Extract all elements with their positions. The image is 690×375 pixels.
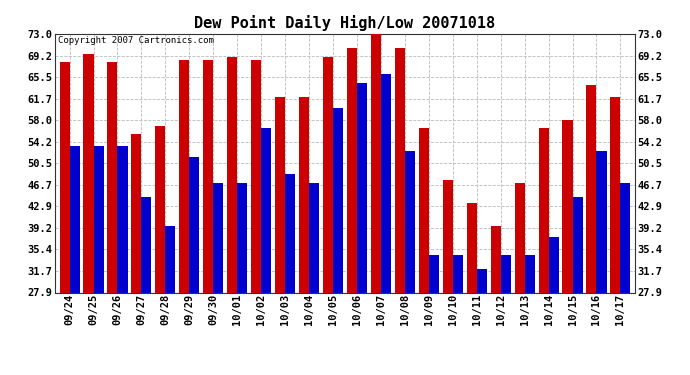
Bar: [524, 255, 535, 292]
Bar: [59, 62, 70, 292]
Bar: [179, 60, 189, 292]
Bar: [453, 255, 463, 292]
Bar: [237, 183, 247, 292]
Bar: [189, 157, 199, 292]
Bar: [83, 54, 94, 292]
Bar: [357, 82, 367, 292]
Bar: [275, 97, 285, 292]
Bar: [515, 183, 524, 292]
Bar: [70, 146, 79, 292]
Bar: [131, 134, 141, 292]
Bar: [323, 57, 333, 292]
Bar: [586, 86, 596, 292]
Bar: [299, 97, 309, 292]
Bar: [428, 255, 439, 292]
Bar: [141, 197, 152, 292]
Bar: [395, 48, 405, 292]
Bar: [466, 203, 477, 292]
Bar: [538, 128, 549, 292]
Bar: [166, 226, 175, 292]
Bar: [155, 126, 166, 292]
Bar: [227, 57, 237, 292]
Bar: [620, 183, 631, 292]
Bar: [94, 146, 104, 292]
Title: Dew Point Daily High/Low 20071018: Dew Point Daily High/Low 20071018: [195, 15, 495, 31]
Bar: [347, 48, 357, 292]
Bar: [262, 128, 271, 292]
Bar: [117, 146, 128, 292]
Bar: [204, 60, 213, 292]
Bar: [596, 152, 607, 292]
Bar: [573, 197, 582, 292]
Bar: [108, 62, 117, 292]
Bar: [477, 269, 486, 292]
Bar: [419, 128, 428, 292]
Bar: [443, 180, 453, 292]
Bar: [251, 60, 262, 292]
Bar: [549, 237, 559, 292]
Bar: [309, 183, 319, 292]
Bar: [285, 174, 295, 292]
Text: Copyright 2007 Cartronics.com: Copyright 2007 Cartronics.com: [58, 36, 214, 45]
Bar: [611, 97, 620, 292]
Bar: [405, 152, 415, 292]
Bar: [213, 183, 224, 292]
Bar: [381, 74, 391, 292]
Bar: [501, 255, 511, 292]
Bar: [371, 34, 381, 292]
Bar: [562, 120, 573, 292]
Bar: [491, 226, 501, 292]
Bar: [333, 108, 343, 292]
